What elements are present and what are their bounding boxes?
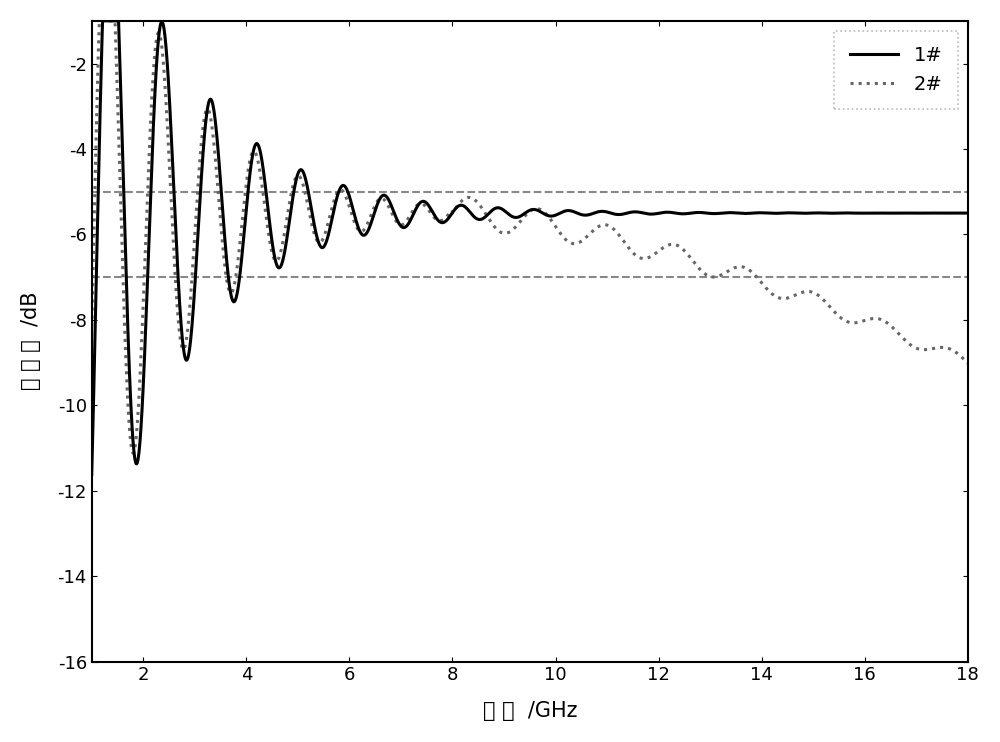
2# [422,206,434,214]
X-axis label: 频 率  /GHz: 频 率 /GHz [483,701,577,721]
1# [850,209,862,217]
1# [422,200,434,209]
1# [962,209,974,217]
1# [86,470,98,479]
1# [238,231,250,240]
1# [186,322,198,331]
Line: 1#: 1# [92,21,968,475]
1# [97,16,109,25]
Legend: 1#, 2#: 1#, 2# [834,30,958,109]
Y-axis label: 反 射 率  /dB: 反 射 率 /dB [21,292,41,390]
2# [186,269,198,278]
2# [127,449,139,458]
2# [238,197,250,206]
1# [945,209,957,217]
2# [945,345,957,354]
2# [460,194,472,203]
Line: 2#: 2# [92,21,968,453]
1# [460,203,472,212]
2# [851,318,863,327]
2# [962,358,974,367]
2# [93,16,105,25]
2# [86,322,98,331]
